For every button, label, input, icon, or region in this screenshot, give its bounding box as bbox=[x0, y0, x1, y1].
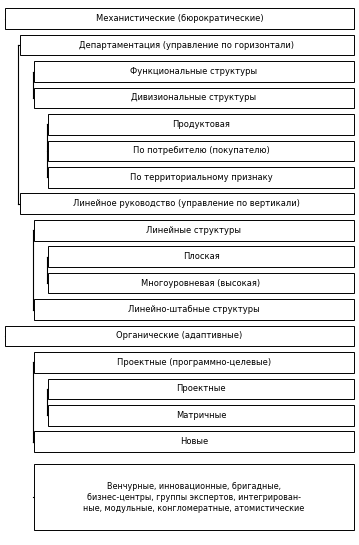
Text: Продуктовая: Продуктовая bbox=[172, 120, 230, 129]
FancyBboxPatch shape bbox=[5, 8, 354, 29]
Text: Новые: Новые bbox=[180, 437, 208, 446]
FancyBboxPatch shape bbox=[48, 405, 354, 426]
Text: Линейно-штабные структуры: Линейно-штабные структуры bbox=[128, 305, 260, 314]
FancyBboxPatch shape bbox=[34, 88, 354, 108]
Text: Линейное руководство (управление по вертикали): Линейное руководство (управление по верт… bbox=[73, 199, 300, 208]
Text: Венчурные, инновационные, бригадные,
бизнес-центры, группы экспертов, интегриров: Венчурные, инновационные, бригадные, биз… bbox=[83, 482, 304, 513]
FancyBboxPatch shape bbox=[48, 246, 354, 267]
FancyBboxPatch shape bbox=[34, 464, 354, 530]
FancyBboxPatch shape bbox=[48, 141, 354, 161]
FancyBboxPatch shape bbox=[48, 272, 354, 293]
Text: Дивизиональные структуры: Дивизиональные структуры bbox=[131, 94, 256, 102]
Text: Линейные структуры: Линейные структуры bbox=[146, 226, 241, 235]
FancyBboxPatch shape bbox=[34, 352, 354, 373]
Text: Многоуровневая (высокая): Многоуровневая (высокая) bbox=[141, 278, 261, 288]
Text: Проектные (программно-целевые): Проектные (программно-целевые) bbox=[117, 358, 271, 367]
FancyBboxPatch shape bbox=[20, 193, 354, 214]
Text: По территориальному признаку: По территориальному признаку bbox=[130, 173, 272, 182]
Text: Матричные: Матричные bbox=[176, 411, 226, 420]
Text: Органические (адаптивные): Органические (адаптивные) bbox=[116, 331, 243, 341]
FancyBboxPatch shape bbox=[48, 379, 354, 399]
Text: Плоская: Плоская bbox=[183, 252, 219, 261]
FancyBboxPatch shape bbox=[48, 167, 354, 187]
Text: Функциональные структуры: Функциональные структуры bbox=[130, 67, 257, 76]
Text: Проектные: Проектные bbox=[176, 384, 226, 393]
FancyBboxPatch shape bbox=[34, 220, 354, 240]
FancyBboxPatch shape bbox=[34, 299, 354, 320]
Text: Департаментация (управление по горизонтали): Департаментация (управление по горизонта… bbox=[79, 41, 294, 50]
Text: По потребителю (покупателю): По потребителю (покупателю) bbox=[133, 147, 269, 155]
FancyBboxPatch shape bbox=[34, 432, 354, 452]
FancyBboxPatch shape bbox=[5, 326, 354, 346]
FancyBboxPatch shape bbox=[34, 61, 354, 82]
Text: Механистические (бюрократические): Механистические (бюрократические) bbox=[96, 14, 263, 23]
FancyBboxPatch shape bbox=[48, 114, 354, 135]
FancyBboxPatch shape bbox=[20, 35, 354, 56]
